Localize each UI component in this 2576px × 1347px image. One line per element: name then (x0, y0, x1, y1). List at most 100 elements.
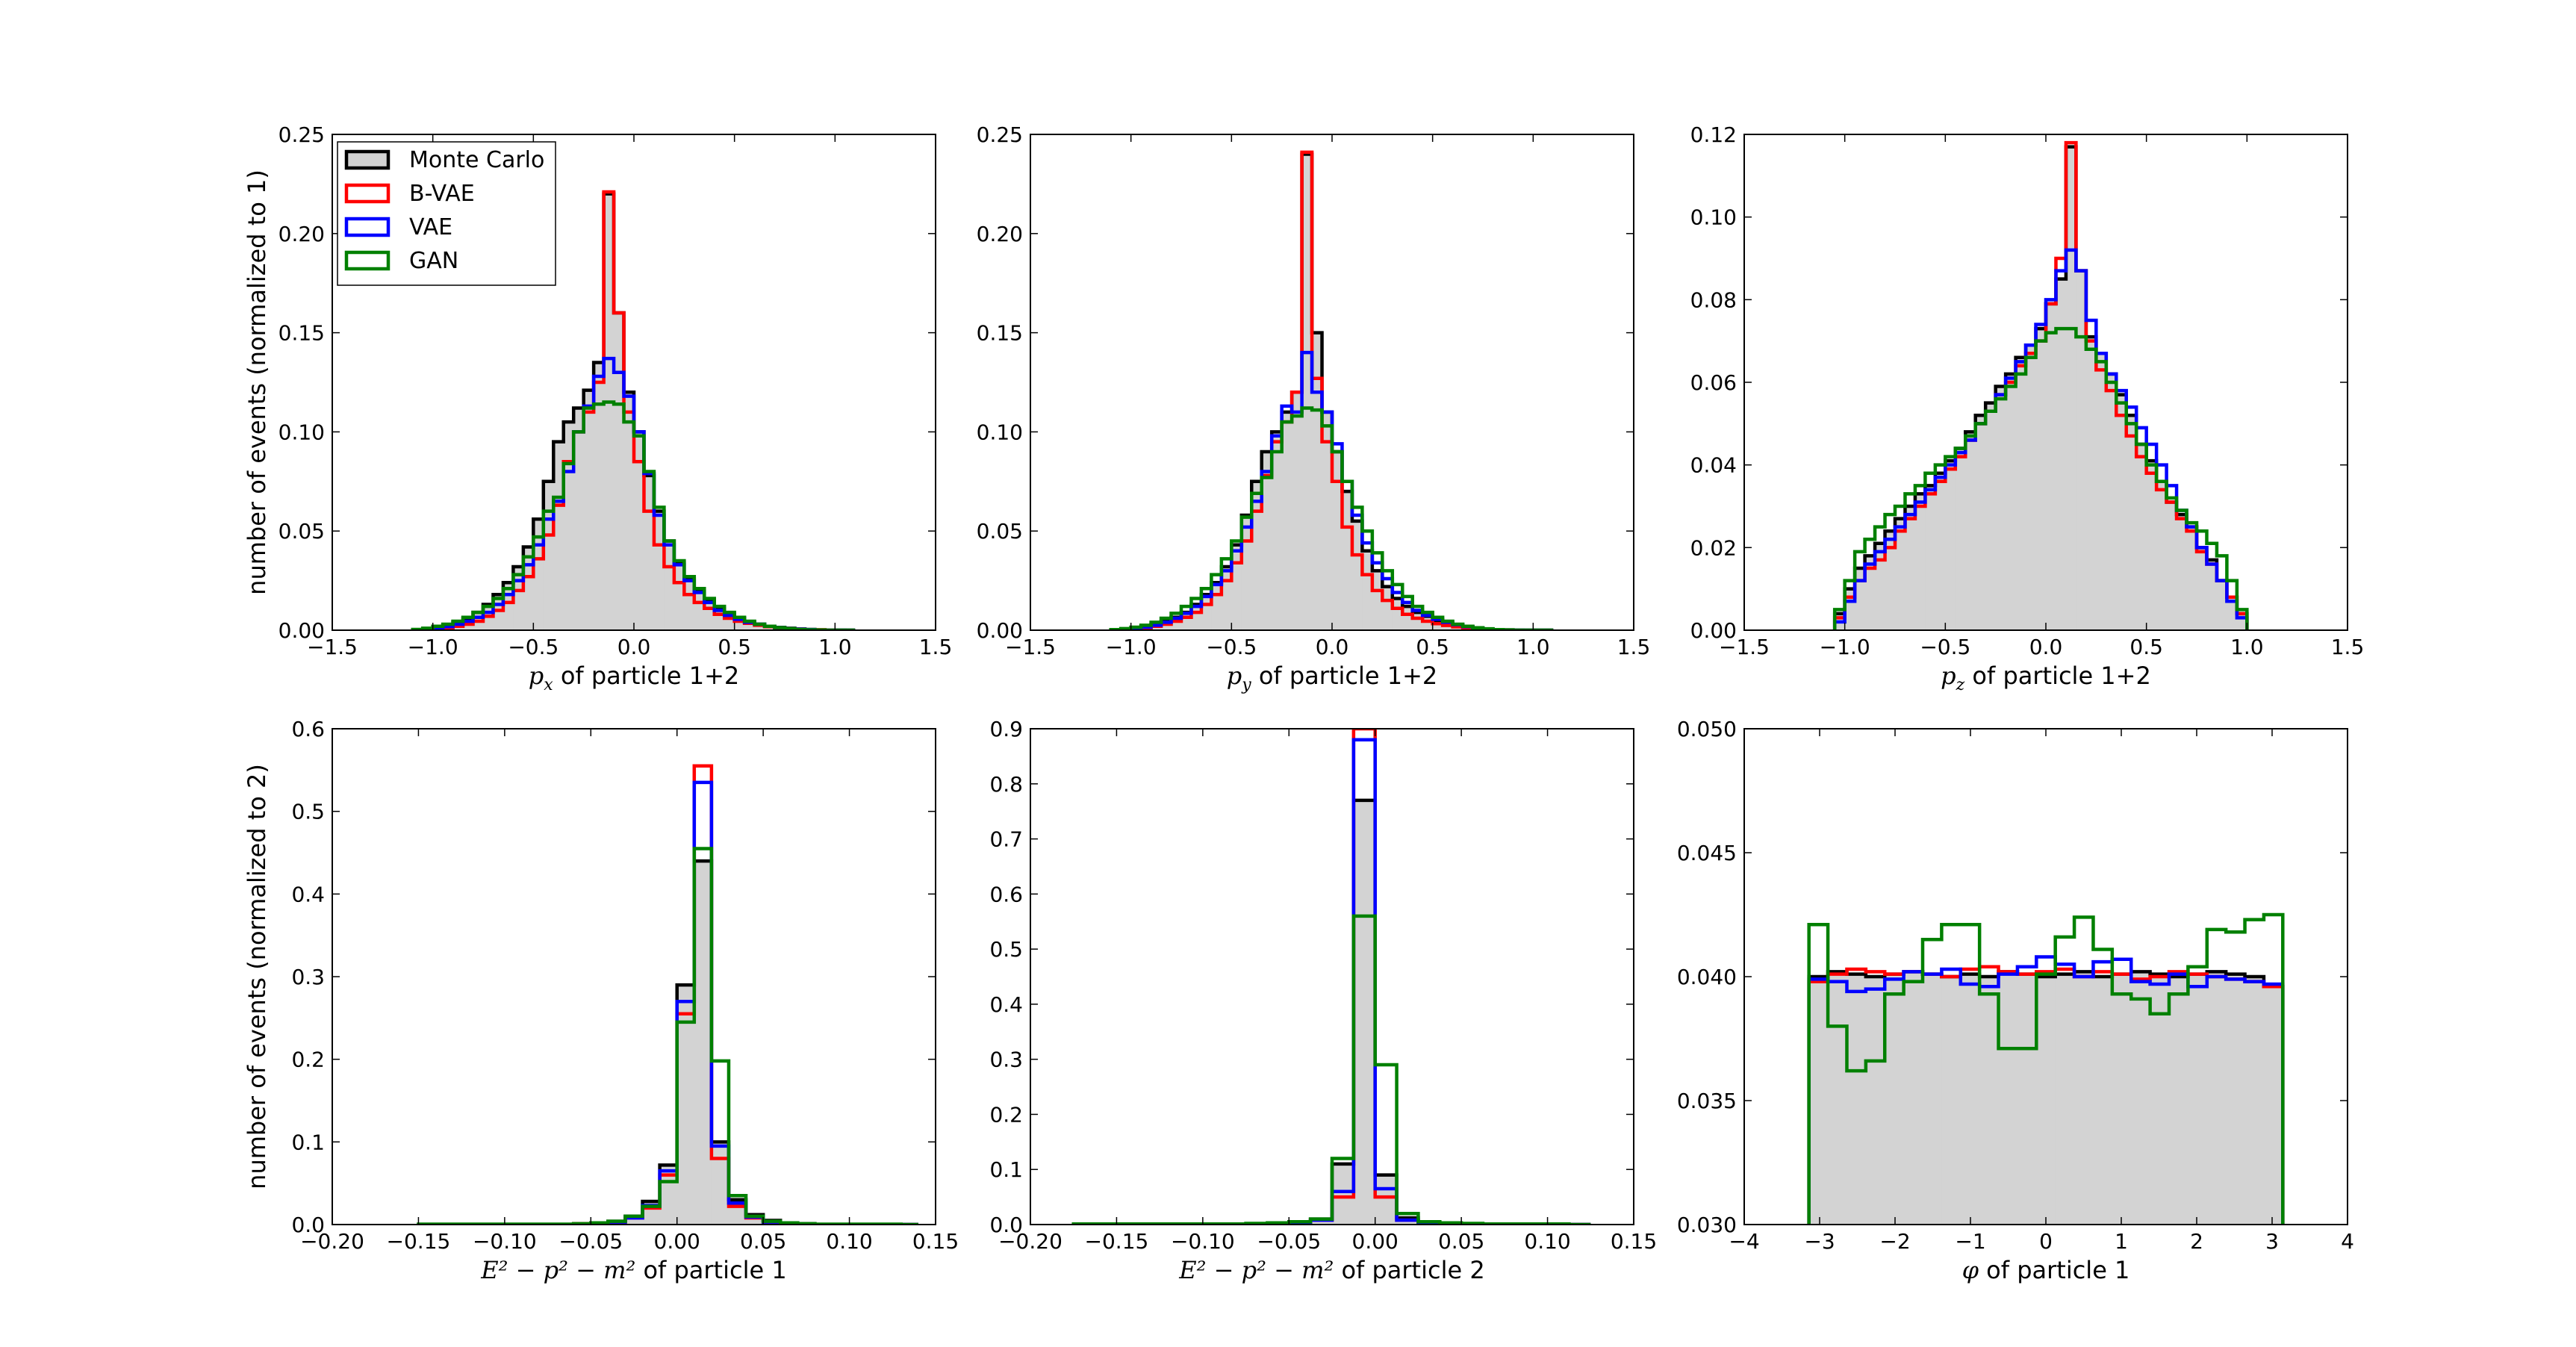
mc-bar (2046, 304, 2056, 630)
y-tick-label: 0.9 (989, 717, 1023, 741)
x-tick-label: 1.0 (2230, 635, 2264, 659)
mc-bar (2150, 974, 2170, 1225)
y-tick-label: 0.04 (1690, 453, 1737, 478)
x-tick-label: 0.5 (2129, 635, 2163, 659)
x-axis-label-variable: p (529, 662, 544, 690)
y-tick-label: 0.00 (1690, 618, 1737, 643)
y-tick-label: 0.06 (1690, 370, 1737, 395)
x-tick-label: 0.15 (912, 1229, 959, 1254)
mc-bar (1292, 392, 1302, 630)
x-axis-label: E² − p² − m² of particle 1 (480, 1256, 786, 1284)
y-tick-label: 0.4 (291, 882, 325, 906)
x-axis-label-text: of particle 1+2 (1964, 662, 2151, 690)
mc-bar (1935, 473, 1946, 630)
x-axis-label-subscript: z (1956, 676, 1965, 694)
y-tick-label: 0.08 (1690, 287, 1737, 312)
x-axis-label-text: of particle 1 (1979, 1256, 2129, 1284)
y-tick-label: 0.050 (1677, 717, 1737, 741)
y-tick-label: 0.02 (1690, 535, 1737, 560)
x-axis-label: E² − p² − m² of particle 2 (1178, 1256, 1484, 1284)
x-tick-label: 0.05 (740, 1229, 786, 1254)
y-tick-label: 0.1 (989, 1157, 1023, 1182)
x-tick-label: 0 (2039, 1229, 2053, 1254)
mc-bar (1999, 971, 2018, 1225)
y-tick-label: 0.040 (1677, 965, 1737, 989)
mc-bar (2026, 345, 2036, 630)
mc-bar (1965, 432, 1976, 630)
x-tick-label: −0.15 (1085, 1229, 1149, 1254)
y-tick-label: 0.7 (989, 827, 1023, 852)
y-tick-label: 0.045 (1677, 841, 1737, 865)
x-tick-label: −0.5 (508, 635, 559, 659)
x-axis-label-text: of particle 1 (635, 1256, 786, 1284)
x-tick-label: 1.5 (919, 635, 953, 659)
y-tick-label: 0.05 (279, 519, 325, 544)
x-tick-label: −0.05 (559, 1229, 623, 1254)
x-tick-label: 0.00 (1352, 1229, 1399, 1254)
mc-bar (2245, 977, 2265, 1225)
x-tick-label: −3 (1804, 1229, 1835, 1254)
y-tick-label: 0.20 (279, 222, 325, 246)
x-tick-label: 0.10 (826, 1229, 872, 1254)
mc-bar (712, 1142, 729, 1225)
x-tick-label: 0.15 (1611, 1229, 1657, 1254)
x-axis-label-variable: φ (1962, 1256, 1979, 1284)
x-tick-label: −1.0 (1106, 635, 1157, 659)
y-tick-label: 0.15 (279, 321, 325, 346)
legend-swatch (346, 152, 388, 168)
mc-bar (1923, 974, 1942, 1225)
x-axis-label: py of particle 1+2 (1227, 662, 1438, 694)
y-tick-label: 0.00 (977, 618, 1023, 643)
mc-bar (2036, 329, 2047, 630)
y-tick-label: 0.5 (989, 937, 1023, 962)
mc-bar (2167, 502, 2177, 630)
y-tick-label: 0.25 (279, 122, 325, 147)
x-tick-label: 2 (2190, 1229, 2203, 1254)
y-tick-label: 0.10 (279, 420, 325, 444)
mc-bar (1941, 977, 1961, 1225)
legend-label: B-VAE (409, 181, 475, 207)
y-tick-label: 0.12 (1690, 122, 1737, 147)
mc-bar (1809, 977, 1829, 1225)
x-tick-label: 1.0 (1516, 635, 1550, 659)
x-tick-label: 3 (2265, 1229, 2279, 1254)
x-tick-label: −1.0 (408, 635, 458, 659)
mc-bar (2226, 974, 2245, 1225)
mc-bar (1375, 1175, 1397, 1225)
x-tick-label: 1.0 (818, 635, 852, 659)
legend-label: GAN (409, 248, 458, 274)
x-axis-label-variable: p (1941, 662, 1956, 690)
y-tick-label: 0.035 (1677, 1089, 1737, 1113)
y-axis-label-row-2: number of events (normalized to 2) (243, 764, 271, 1189)
y-tick-label: 0.25 (977, 122, 1023, 147)
x-tick-label: 0.0 (2029, 635, 2063, 659)
x-axis-label-subscript: y (1241, 676, 1251, 694)
x-tick-label: −0.05 (1257, 1229, 1321, 1254)
x-tick-label: −1 (1955, 1229, 1985, 1254)
y-tick-label: 0.030 (1677, 1213, 1737, 1237)
mc-bar (1885, 974, 1904, 1225)
x-tick-label: 0.10 (1524, 1229, 1570, 1254)
x-tick-label: 1.5 (2331, 635, 2365, 659)
mc-bar (1979, 977, 1999, 1225)
x-axis-label-variable: E² − p² − m² (1178, 1256, 1334, 1284)
y-tick-label: 0.2 (989, 1102, 1023, 1127)
mc-bar (1976, 415, 1986, 630)
x-tick-label: 0.5 (1416, 635, 1449, 659)
y-tick-label: 0.6 (291, 717, 325, 741)
y-tick-label: 0.2 (291, 1048, 325, 1072)
mc-bar (2096, 353, 2106, 630)
mc-bar (2074, 971, 2094, 1225)
mc-bar (1332, 1164, 1354, 1225)
x-axis-label: pz of particle 1+2 (1941, 662, 2151, 694)
mc-bar (1866, 977, 1885, 1225)
x-axis-label-variable: p (1227, 662, 1242, 690)
x-axis-label: φ of particle 1 (1962, 1256, 2130, 1284)
y-tick-label: 0.10 (1690, 205, 1737, 230)
mc-bar (1956, 449, 1966, 630)
y-tick-label: 0.0 (989, 1213, 1023, 1237)
mc-bar (1985, 403, 1996, 630)
